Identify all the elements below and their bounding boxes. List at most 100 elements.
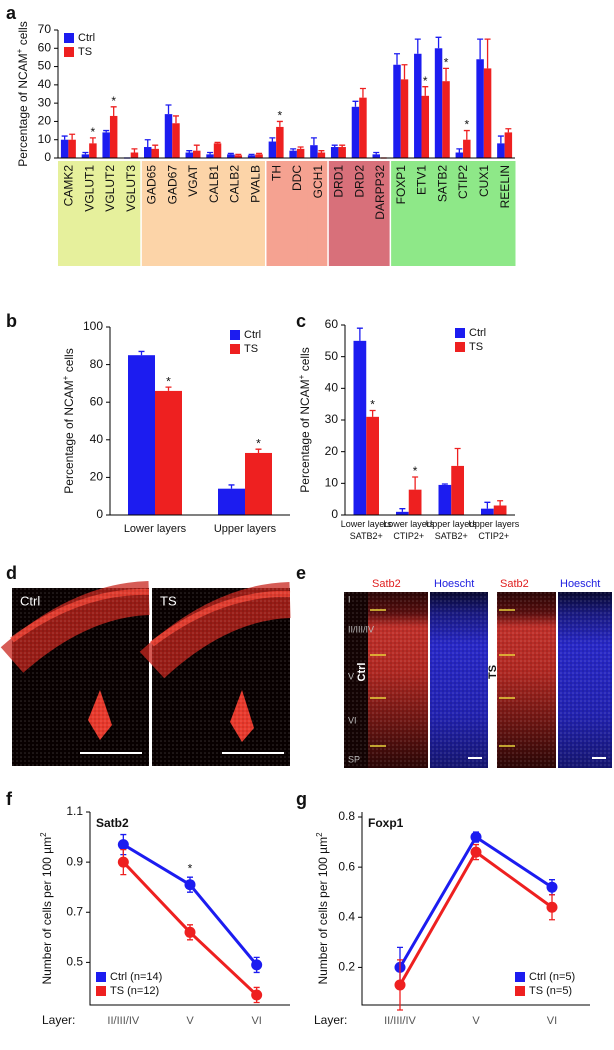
y-tick-label: 1.1 <box>66 804 83 818</box>
bar <box>310 145 318 158</box>
bar <box>296 148 305 158</box>
error-bar <box>356 327 363 341</box>
category-band <box>78 161 101 266</box>
x-tick-label: CTIP2 <box>456 165 470 199</box>
panel-label: c <box>296 311 306 331</box>
x-tick-label: Upper layers <box>214 523 277 535</box>
x-tick-label: DRD1 <box>332 165 346 198</box>
y-tick-label: 50 <box>325 349 339 363</box>
error-bar <box>497 500 504 506</box>
x-tick-label: II/III/IV <box>384 1015 416 1027</box>
data-point <box>251 959 263 971</box>
x-tick-label: GAD65 <box>145 165 159 205</box>
legend-label: Ctrl (n=5) <box>529 971 575 983</box>
error-bar <box>373 151 380 155</box>
y-tick-label: 20 <box>325 444 339 458</box>
error-bar <box>310 137 317 146</box>
legend-swatch <box>64 33 74 43</box>
error-bar <box>435 36 442 49</box>
error-bar <box>152 144 159 149</box>
x-tick-label: DDC <box>290 165 304 191</box>
error-bar <box>414 38 421 54</box>
y-axis-label-sup: + <box>297 374 306 379</box>
y-tick-label: 40 <box>325 381 339 395</box>
error-bar <box>138 350 145 356</box>
error-bar <box>412 476 419 490</box>
error-bar <box>477 38 484 60</box>
x-tick-label: Lower layers SATB2+ <box>341 519 393 541</box>
error-bar <box>484 501 491 509</box>
legend-label: TS <box>78 46 92 58</box>
bar <box>351 106 360 158</box>
y-tick-label: 0.6 <box>338 859 355 873</box>
bar <box>414 53 422 159</box>
y-axis-label-part: cells <box>298 347 312 374</box>
panel-label: b <box>6 311 17 331</box>
y-axis-label-part: Percentage of NCAM <box>62 380 76 493</box>
category-band <box>348 161 371 266</box>
x-tick-label: CAMK2 <box>62 165 76 207</box>
legend-swatch <box>96 986 106 996</box>
bar <box>247 155 256 158</box>
error-bar <box>297 146 304 149</box>
category-band <box>58 161 80 266</box>
category-band <box>328 161 350 266</box>
axis-line <box>344 325 515 516</box>
x-tick-label: VGLUT1 <box>82 165 96 212</box>
bar <box>289 150 297 158</box>
bar <box>155 390 182 515</box>
bar <box>193 150 201 158</box>
x-axis-prefix: Layer: <box>314 1013 347 1027</box>
x-axis-prefix: Layer: <box>42 1013 75 1027</box>
x-tick-label-line: Lower layers <box>341 519 393 529</box>
axis-line <box>109 327 290 516</box>
legend-swatch <box>455 342 465 352</box>
x-tick-label: V <box>186 1015 194 1027</box>
bar <box>366 416 379 515</box>
image-label: Ctrl <box>20 593 40 608</box>
error-bar <box>144 139 151 148</box>
axis-line <box>361 812 590 1006</box>
x-tick-label-line: Lower layers <box>383 519 435 529</box>
chart-title: Foxp1 <box>368 816 404 830</box>
category-band <box>120 161 142 266</box>
bar <box>172 123 180 158</box>
y-axis-label-part: cells <box>62 348 76 375</box>
condition-label: Ctrl <box>356 663 368 682</box>
x-tick-label-line: SATB2+ <box>350 531 383 541</box>
error-bar <box>359 87 366 98</box>
y-axis-label-part: Number of cells per 100 µm <box>40 837 54 985</box>
error-bar <box>165 104 172 115</box>
x-tick-label: Upper layers CTIP2+ <box>468 519 520 541</box>
x-tick-label-line: SATB2+ <box>435 531 468 541</box>
error-bar <box>394 53 401 65</box>
category-band <box>141 161 163 266</box>
significance-marker: * <box>111 94 116 108</box>
data-point <box>546 901 558 913</box>
x-tick-label-line: Upper layers <box>426 519 478 529</box>
channel-label: Satb2 <box>500 578 529 590</box>
legend-swatch <box>64 47 74 57</box>
bar <box>438 484 452 515</box>
y-tick-label: 0 <box>44 150 51 164</box>
data-point <box>470 846 482 858</box>
significance-marker: * <box>370 398 375 412</box>
error-bar <box>110 106 117 116</box>
x-tick-label: V <box>472 1015 480 1027</box>
y-tick-label: 0.9 <box>66 854 83 868</box>
bar <box>421 95 430 158</box>
bar <box>393 64 401 158</box>
legend-label: Ctrl <box>469 327 486 339</box>
error-bar <box>172 115 179 124</box>
significance-marker: * <box>278 109 283 123</box>
bar <box>164 114 173 158</box>
error-bar <box>207 151 214 155</box>
error-bar <box>318 150 325 153</box>
bar <box>206 154 214 158</box>
bar <box>60 139 69 158</box>
category-band <box>390 161 412 266</box>
panel-label: d <box>6 563 17 583</box>
bar <box>442 81 450 158</box>
y-tick-label: 10 <box>325 476 339 490</box>
